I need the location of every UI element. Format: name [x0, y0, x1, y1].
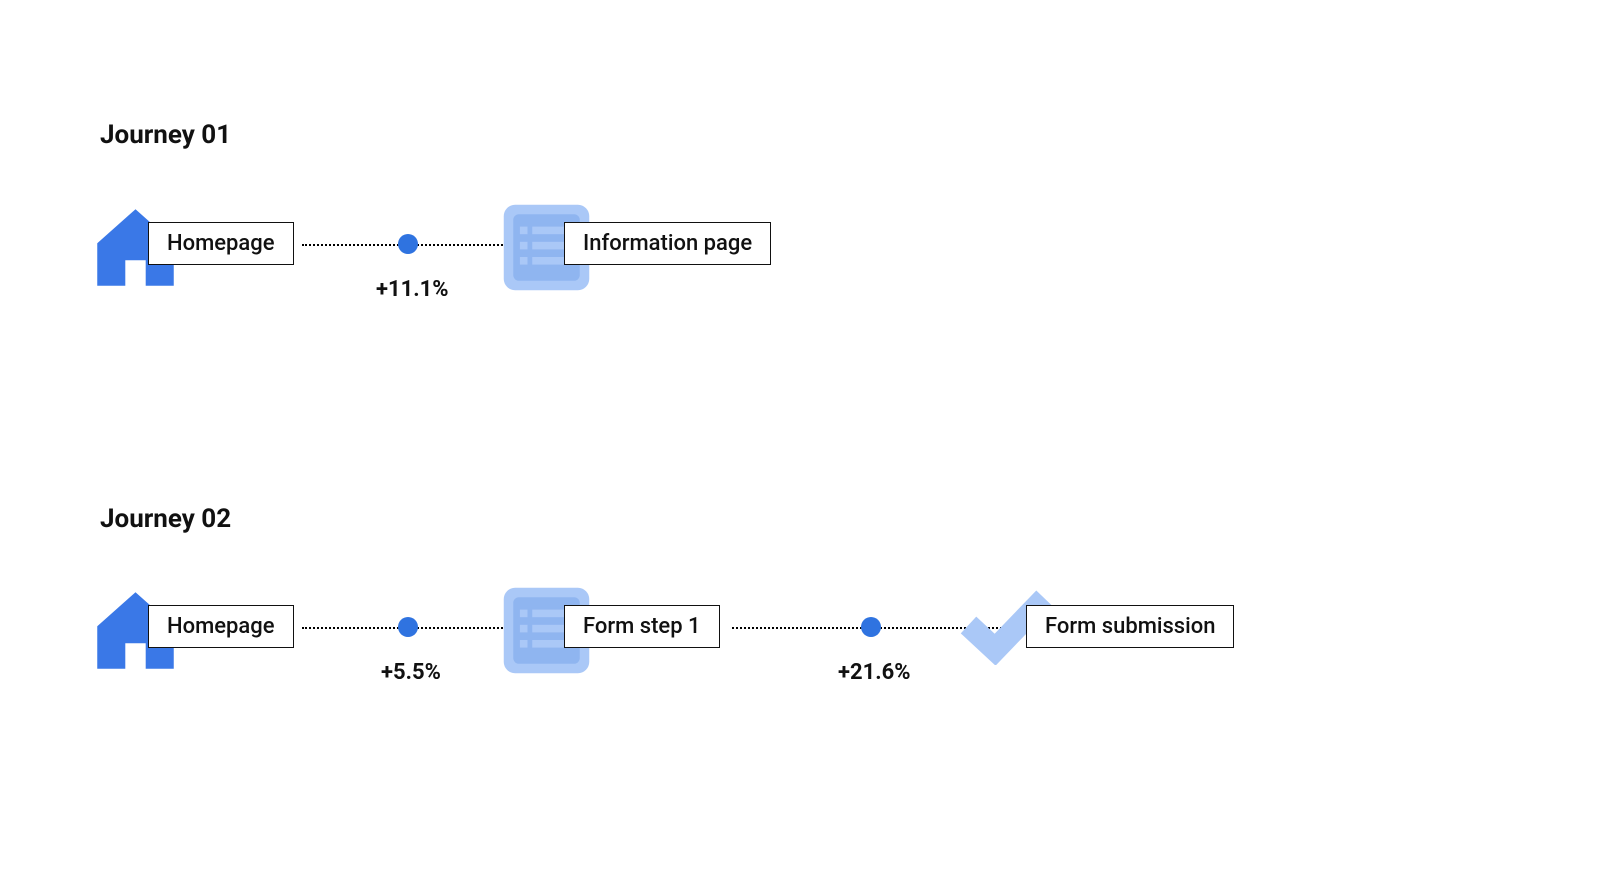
connector-dot: [861, 617, 881, 637]
step-label: Form submission: [1026, 605, 1234, 648]
journey-title: Journey 01: [100, 120, 231, 150]
step-label: Homepage: [148, 222, 294, 265]
diagram-canvas: Journey 01 Homepage +11.1% Information p…: [0, 0, 1601, 874]
connector-metric: +5.5%: [381, 660, 441, 685]
step-label: Form step 1: [564, 605, 720, 648]
connector-metric: +21.6%: [838, 660, 911, 685]
connector-dot: [398, 234, 418, 254]
step-label: Information page: [564, 222, 771, 265]
connector-dot: [398, 617, 418, 637]
journey-title: Journey 02: [100, 504, 231, 534]
connector-metric: +11.1%: [376, 277, 449, 302]
step-label: Homepage: [148, 605, 294, 648]
